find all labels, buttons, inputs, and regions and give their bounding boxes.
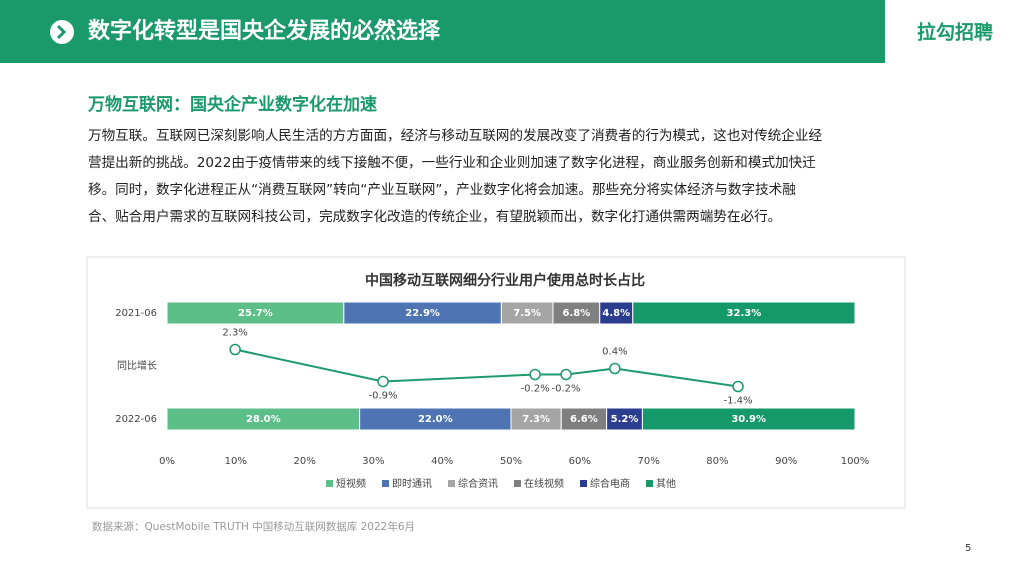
y-tick-label: 2021-06 [115, 308, 157, 319]
growth-label: 0.4% [602, 347, 627, 358]
bar-label: 30.9% [731, 414, 766, 425]
growth-label: -1.4% [724, 396, 753, 407]
header-bar [0, 0, 885, 63]
legend-label: 其他 [656, 477, 676, 490]
x-tick-label: 80% [706, 456, 728, 467]
bar-label: 22.9% [405, 308, 440, 319]
chevron [56, 24, 67, 40]
x-tick-label: 90% [775, 456, 797, 467]
x-tick-label: 100% [841, 456, 870, 467]
page-number: 5 [965, 543, 971, 554]
bar-label: 22.0% [418, 414, 453, 425]
bar-label: 6.8% [562, 308, 590, 319]
legend-swatch [326, 480, 333, 487]
growth-line [234, 348, 739, 388]
paragraph-line: 移。同时，数字化进程正从“消费互联网”转向“产业互联网”，产业数字化将会加速。那… [88, 182, 796, 198]
growth-point [529, 368, 541, 381]
legend-label: 综合电商 [590, 477, 630, 490]
x-tick-label: 30% [362, 456, 384, 467]
x-tick-label: 70% [637, 456, 659, 467]
bar-label: 7.3% [522, 414, 550, 425]
bar-label: 32.3% [727, 308, 762, 319]
x-tick-label: 50% [500, 456, 522, 467]
bar-segment [641, 407, 856, 431]
legend-swatch [382, 480, 389, 487]
bar-segment [632, 301, 856, 325]
subtitle: 万物互联网：国央企产业数字化在加速 [87, 94, 377, 115]
bar-label: 4.8% [602, 308, 630, 319]
legend-swatch [514, 480, 521, 487]
x-tick-label: 40% [431, 456, 453, 467]
paragraph-line: 合、贴合用户需求的互联网科技公司，完成数字化改造的传统企业，有望脱颖而出，数字化… [88, 208, 781, 225]
growth-point [609, 362, 621, 375]
paragraph: 万物互联。互联网已深刻影响人民生活的方方面面，经济与移动互联网的发展改变了消费者… [88, 127, 822, 225]
growth-point [560, 368, 572, 381]
paragraph-line: 营提出新的挑战。2022由于疫情带来的线下接触不便，一些行业和企业则加速了数字化… [88, 154, 816, 171]
header-title: 数字化转型是国央企发展的必然选择 [88, 18, 441, 44]
x-tick-label: 60% [569, 456, 591, 467]
x-tick-label: 10% [225, 456, 247, 467]
growth-label: -0.9% [369, 391, 398, 402]
chart: 0% 10% 20% 30% 40% 50% 60% 70% 80% 90% 100% 2021-06… [115, 301, 870, 490]
growth-label: 2.3% [222, 328, 247, 339]
legend-label: 短视频 [336, 477, 366, 490]
y-tick-label: 2022-06 [115, 414, 157, 425]
growth-point [377, 375, 389, 388]
chart-frame [86, 256, 906, 509]
x-tick-label: 0% [159, 456, 175, 467]
legend-label: 即时通讯 [392, 478, 432, 490]
legend-label: 综合资讯 [458, 477, 498, 490]
line-row-label: 同比增长 [117, 359, 157, 372]
paragraph-line: 万物互联。互联网已深刻影响人民生活的方方面面，经济与移动互联网的发展改变了消费者… [88, 127, 822, 144]
bar-label: 25.7% [238, 308, 273, 319]
bar-label: 5.2% [611, 414, 639, 425]
growth-label: -0.2% [552, 384, 581, 395]
bar-label: 7.5% [513, 308, 541, 319]
legend-swatch [448, 480, 455, 487]
brand: 拉勾招聘 [917, 21, 993, 44]
bar-label: 6.6% [570, 414, 598, 425]
growth-point [732, 380, 744, 393]
legend-label: 在线视频 [524, 477, 564, 490]
growth-point [229, 343, 241, 356]
legend-swatch [580, 480, 587, 487]
bar-label: 28.0% [246, 414, 281, 425]
x-tick-label: 20% [293, 456, 315, 467]
growth-label: -0.2% [521, 384, 550, 395]
source: 数据来源：QuestMobile TRUTH 中国移动互联网数据库 2022年6… [92, 520, 415, 533]
chart-title: 中国移动互联网细分行业用户使用总时长占比 [365, 272, 645, 289]
legend-swatch [646, 480, 653, 487]
